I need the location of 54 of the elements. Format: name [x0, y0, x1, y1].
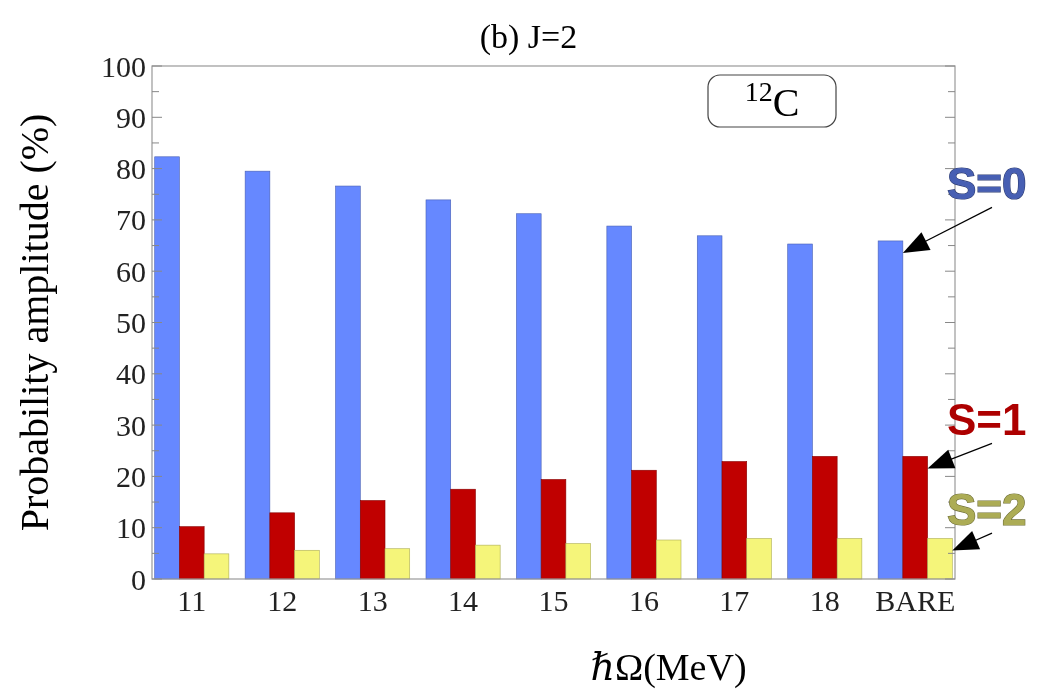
y-axis-title: Probability amplitude (%): [12, 113, 57, 532]
annotation: $^{12}$C: [744, 75, 800, 125]
y-tick-label: 80: [116, 152, 146, 186]
bar: [787, 243, 813, 580]
bar: [902, 456, 928, 580]
bar: [384, 548, 411, 580]
x-tick-label: 15: [538, 584, 569, 617]
bar: [269, 512, 295, 580]
bar: [696, 235, 723, 580]
x-axis-title: ℏΩ(MeV): [590, 646, 747, 689]
bar: [359, 500, 386, 580]
bar: [927, 538, 953, 580]
y-tick-label: 90: [116, 100, 146, 134]
x-tick-label: 13: [357, 584, 388, 617]
y-tick-label: 100: [101, 49, 146, 83]
y-tick-label: 0: [131, 562, 146, 596]
bar: [179, 526, 205, 580]
chart-title: (b) J=2: [479, 18, 578, 56]
bar: [655, 539, 682, 580]
series-label: S=0: [947, 159, 1027, 209]
bar: [450, 488, 476, 580]
x-tick-label: 14: [448, 584, 479, 617]
bar: [244, 170, 271, 580]
y-tick-label: 70: [116, 203, 146, 237]
bar: [631, 469, 657, 580]
bar: [335, 185, 361, 580]
x-tick-label: 17: [719, 584, 750, 617]
bar: [203, 553, 230, 580]
series-label: S=2: [947, 485, 1027, 535]
bar: [877, 240, 904, 580]
bar: [540, 479, 567, 580]
bar: [294, 549, 320, 580]
bar: [606, 225, 632, 580]
x-tick-label: 16: [628, 584, 659, 617]
bar: [425, 199, 452, 580]
series-label: S=1: [947, 395, 1027, 445]
bar: [812, 456, 838, 580]
y-tick-label: 30: [116, 408, 146, 442]
y-tick-label: 40: [116, 357, 146, 391]
y-tick-label: 10: [116, 511, 146, 545]
bar: [721, 461, 748, 580]
bar: [475, 544, 501, 580]
bar: [154, 156, 180, 580]
bar: [746, 538, 772, 580]
x-tick-label: 12: [267, 584, 298, 617]
y-tick-label: 20: [116, 459, 146, 493]
bar: [565, 543, 591, 580]
bar: [516, 213, 542, 580]
y-tick-label: 60: [116, 254, 146, 288]
x-tick-label: 18: [809, 584, 840, 617]
y-tick-label: 50: [116, 306, 146, 339]
x-tick-label: BARE: [875, 584, 956, 617]
x-tick-label: 11: [177, 584, 207, 617]
bar: [836, 538, 863, 580]
